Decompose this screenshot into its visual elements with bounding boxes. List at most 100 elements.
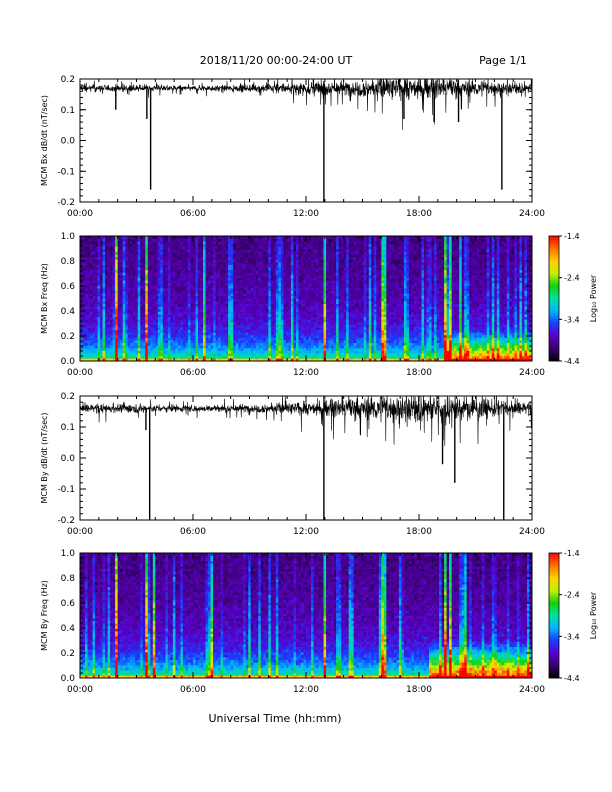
heat-cell	[331, 340, 334, 344]
heat-cell	[102, 329, 106, 333]
heat-cell	[160, 355, 164, 359]
heat-cell	[313, 246, 317, 250]
heat-cell	[160, 337, 164, 341]
heat-cell	[215, 303, 219, 307]
heat-cell	[177, 288, 181, 291]
heat-cell	[280, 246, 284, 250]
heat-cell	[145, 301, 149, 304]
heat-cell	[145, 340, 149, 344]
heat-cell	[110, 267, 113, 271]
heat-cell	[316, 236, 319, 239]
heat-cell	[145, 321, 149, 325]
heat-cell	[228, 241, 231, 245]
heat-cell	[82, 342, 86, 346]
heat-cell	[283, 241, 287, 245]
heat-cell	[258, 327, 262, 331]
heat-cell	[273, 308, 277, 312]
heat-cell	[223, 246, 226, 250]
heat-cell	[298, 277, 302, 281]
heat-cell	[230, 249, 234, 252]
heat-cell	[278, 280, 282, 284]
heat-cell	[220, 347, 224, 351]
heat-cell	[147, 241, 151, 245]
heat-cell	[135, 254, 139, 258]
heat-cell	[137, 306, 141, 310]
heat-cell	[285, 321, 289, 325]
heat-cell	[162, 262, 166, 265]
heat-cell	[175, 288, 179, 291]
heat-cell	[145, 238, 149, 242]
heat-cell	[92, 314, 96, 318]
heat-cell	[190, 251, 194, 255]
heat-cell	[177, 311, 181, 315]
heat-cell	[125, 327, 129, 331]
heat-cell	[97, 238, 101, 242]
heat-cell	[225, 319, 229, 323]
heat-cell	[235, 337, 239, 341]
heat-cell	[223, 236, 226, 239]
heat-cell	[127, 272, 131, 276]
heat-cell	[167, 280, 171, 284]
heat-cell	[137, 264, 141, 268]
heat-cell	[293, 262, 297, 265]
heat-cell	[218, 329, 221, 333]
heat-cell	[248, 334, 252, 338]
heat-cell	[298, 327, 302, 331]
heat-cell	[122, 324, 126, 328]
heat-cell	[120, 337, 123, 341]
heat-cell	[300, 311, 304, 315]
heat-cell	[100, 251, 103, 255]
heat-cell	[97, 308, 101, 312]
heat-cell	[140, 264, 144, 268]
heat-cell	[205, 327, 209, 331]
heat-cell	[92, 353, 96, 357]
heat-cell	[150, 295, 154, 299]
heat-cell	[157, 314, 161, 318]
heat-cell	[293, 337, 297, 341]
heat-cell	[255, 345, 259, 349]
heat-cell	[100, 353, 103, 357]
heat-cell	[175, 269, 179, 273]
heat-cell	[102, 275, 106, 278]
heat-cell	[132, 347, 136, 351]
heat-cell	[147, 319, 151, 323]
heat-cell	[162, 241, 166, 245]
heat-cell	[165, 262, 169, 265]
heat-cell	[180, 345, 184, 349]
heat-cell	[293, 285, 297, 289]
heat-cell	[137, 347, 141, 351]
heat-cell	[240, 306, 244, 310]
heat-cell	[208, 355, 211, 359]
heat-cell	[245, 267, 249, 271]
heat-cell	[122, 350, 126, 354]
heat-cell	[220, 329, 224, 333]
heat-cell	[115, 293, 118, 297]
heat-cell	[248, 311, 252, 315]
heat-cell	[331, 303, 334, 307]
heat-cell	[250, 282, 254, 286]
heat-cell	[102, 327, 106, 331]
heat-cell	[205, 301, 209, 304]
heat-cell	[105, 251, 108, 255]
heat-cell	[132, 345, 136, 349]
heat-cell	[102, 285, 106, 289]
heat-cell	[95, 293, 98, 297]
heat-cell	[195, 321, 199, 325]
heat-cell	[245, 353, 249, 357]
heat-cell	[311, 241, 314, 245]
heat-cell	[102, 282, 106, 286]
heat-cell	[80, 243, 83, 247]
heat-cell	[157, 246, 161, 250]
heat-cell	[90, 269, 93, 273]
heat-cell	[200, 241, 204, 245]
heat-cell	[280, 329, 284, 333]
heat-cell	[331, 293, 334, 297]
heat-cell	[273, 301, 277, 304]
heat-cell	[220, 311, 224, 315]
heat-cell	[87, 238, 91, 242]
heat-cell	[102, 311, 106, 315]
heat-cell	[295, 238, 299, 242]
heat-cell	[120, 249, 123, 252]
heat-cell	[230, 282, 234, 286]
heat-cell	[122, 342, 126, 346]
